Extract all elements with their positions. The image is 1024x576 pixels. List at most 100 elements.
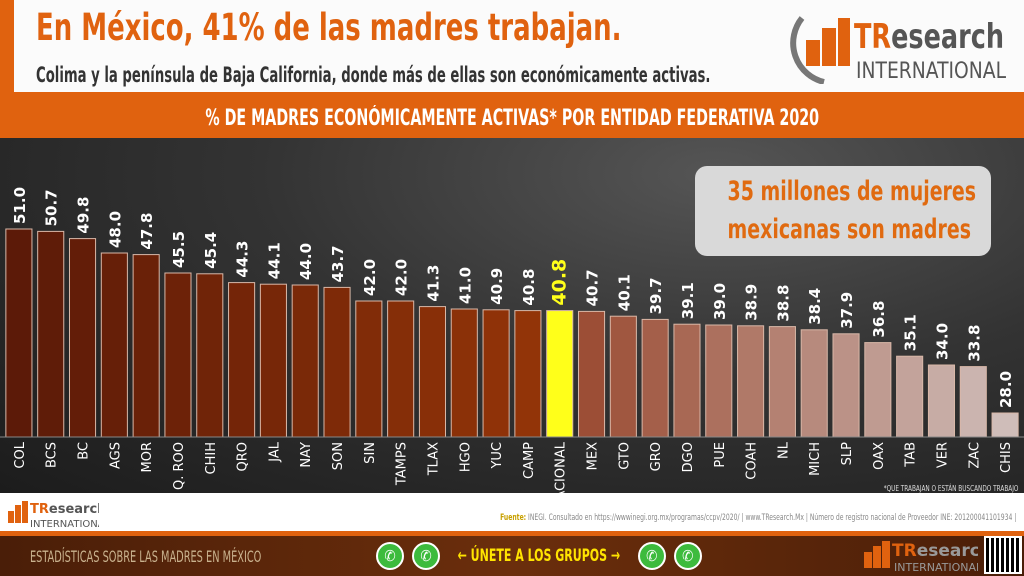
- bar-mor: [132, 254, 160, 438]
- category-label: DGO: [681, 442, 696, 472]
- tresearch-logo-small: TResearch INTERNATIONAL: [8, 501, 99, 530]
- bar-col: [5, 228, 33, 438]
- bar-nay: [291, 284, 319, 438]
- bar-gto: [609, 315, 637, 438]
- callout-line-2: mexicanas son madres: [727, 214, 971, 245]
- bar-nacional: [546, 310, 574, 438]
- value-label: 37.9: [838, 292, 856, 329]
- value-label: 44.0: [297, 243, 315, 280]
- category-label: BC: [77, 442, 92, 460]
- bar-chis: [991, 412, 1019, 438]
- svg-text:TResearch: TResearch: [30, 502, 99, 517]
- value-label: 42.0: [361, 259, 379, 296]
- value-label: 44.3: [234, 241, 252, 278]
- bar-gro: [641, 318, 669, 438]
- category-label: SIN: [363, 442, 378, 464]
- footnote: *QUE TRABAJAN O ESTÁN BUSCANDO TRABAJO: [883, 484, 1018, 493]
- bar-chih: [196, 273, 224, 438]
- value-label: 41.3: [424, 265, 442, 302]
- category-label: MEX: [586, 442, 601, 470]
- value-label: 35.1: [902, 314, 920, 351]
- svg-text:INTERNATIONAL: INTERNATIONAL: [30, 519, 99, 530]
- bar-son: [323, 286, 351, 438]
- category-label: AGS: [108, 442, 123, 469]
- join-groups-link[interactable]: ← ÚNETE A LOS GRUPOS →: [457, 546, 621, 566]
- page-subtitle: Colima y la península de Baja California…: [36, 63, 711, 87]
- tresearch-logo-bottom: TResearch INTERNATIONAL: [864, 541, 978, 574]
- category-label: GTO: [617, 442, 632, 470]
- svg-text:INTERNATIONAL: INTERNATIONAL: [856, 59, 1007, 84]
- source-text: Fuente: INEGI. Consultado en https://www…: [499, 513, 1016, 523]
- bar-hgo: [450, 308, 478, 438]
- whatsapp-icon[interactable]: ✆: [673, 542, 702, 570]
- bar-tab: [896, 355, 924, 438]
- category-label: COL: [13, 441, 28, 468]
- join-groups[interactable]: ✆ ✆ ← ÚNETE A LOS GRUPOS → ✆ ✆: [376, 542, 702, 570]
- value-label: 40.8: [549, 259, 571, 306]
- value-label: 38.9: [743, 284, 761, 321]
- value-label: 50.7: [43, 189, 61, 226]
- bar-tlax: [418, 306, 447, 438]
- tresearch-logo: TResearch INTERNATIONAL: [790, 16, 1007, 84]
- bar-slp: [832, 333, 860, 438]
- value-label: 42.0: [393, 259, 411, 296]
- category-label: CHIH: [204, 442, 219, 474]
- category-label: COAH: [745, 442, 760, 480]
- category-label: NAY: [299, 442, 314, 468]
- value-label: 39.0: [711, 283, 729, 320]
- category-label: CHIS: [999, 442, 1014, 473]
- bar-nl: [768, 326, 796, 438]
- category-label: NACIONAL: [554, 441, 569, 493]
- svg-text:INTERNATIONAL: INTERNATIONAL: [894, 561, 978, 574]
- category-label: YUC: [490, 442, 505, 470]
- source-bar: TResearch INTERNATIONAL Fuente: INEGI. C…: [0, 493, 1024, 535]
- value-label: 45.5: [170, 231, 188, 268]
- bar-ver: [927, 364, 956, 438]
- bar-qroo: [164, 272, 192, 438]
- value-label: 38.4: [806, 288, 824, 325]
- whatsapp-icon[interactable]: ✆: [376, 542, 404, 570]
- category-label: SLP: [840, 442, 855, 465]
- page-title: En México, 41% de las madres trabajan.: [36, 6, 622, 49]
- category-label: CAMP: [522, 442, 537, 479]
- whatsapp-icon[interactable]: ✆: [637, 542, 666, 570]
- category-label: JAL: [267, 441, 282, 462]
- qr-code[interactable]: [984, 536, 1022, 574]
- value-label: 43.7: [329, 245, 347, 282]
- category-label: NL: [776, 441, 791, 459]
- whatsapp-icon[interactable]: ✆: [412, 542, 440, 570]
- category-label: TAB: [904, 442, 919, 468]
- category-label: ZAC: [967, 442, 982, 469]
- chart-title: % DE MADRES ECONÓMICAMENTE ACTIVAS* POR …: [205, 106, 819, 131]
- value-label: 47.8: [138, 213, 156, 250]
- svg-text:TResearch: TResearch: [854, 17, 1004, 57]
- value-label: 41.0: [456, 267, 474, 304]
- category-label: MOR: [140, 442, 155, 472]
- category-label: OAX: [872, 442, 887, 470]
- category-label: GRO: [649, 442, 664, 471]
- bar-mich: [800, 329, 828, 438]
- bar-camp: [514, 310, 542, 438]
- value-label: 36.8: [870, 301, 888, 338]
- bar-pue: [705, 324, 733, 438]
- value-label: 38.8: [774, 285, 792, 322]
- bar-oax: [864, 342, 892, 438]
- svg-text:TResearch: TResearch: [892, 541, 978, 561]
- value-label: 40.1: [615, 274, 633, 311]
- bar-tamps: [387, 300, 415, 438]
- category-label: BCS: [45, 442, 60, 468]
- category-label: QRO: [236, 442, 251, 472]
- value-label: 51.0: [11, 187, 29, 224]
- category-label: Q. ROO: [172, 442, 187, 490]
- value-label: 28.0: [997, 371, 1015, 408]
- category-label: SON: [331, 442, 346, 470]
- value-label: 40.7: [584, 269, 602, 306]
- bar-coah: [737, 325, 765, 438]
- category-label: PUE: [713, 442, 728, 468]
- bar-dgo: [673, 323, 701, 438]
- value-label: 49.8: [75, 197, 93, 234]
- category-label: HGO: [458, 442, 473, 472]
- value-label: 39.7: [647, 277, 665, 314]
- bar-jal: [259, 283, 287, 438]
- value-label: 40.9: [488, 268, 506, 305]
